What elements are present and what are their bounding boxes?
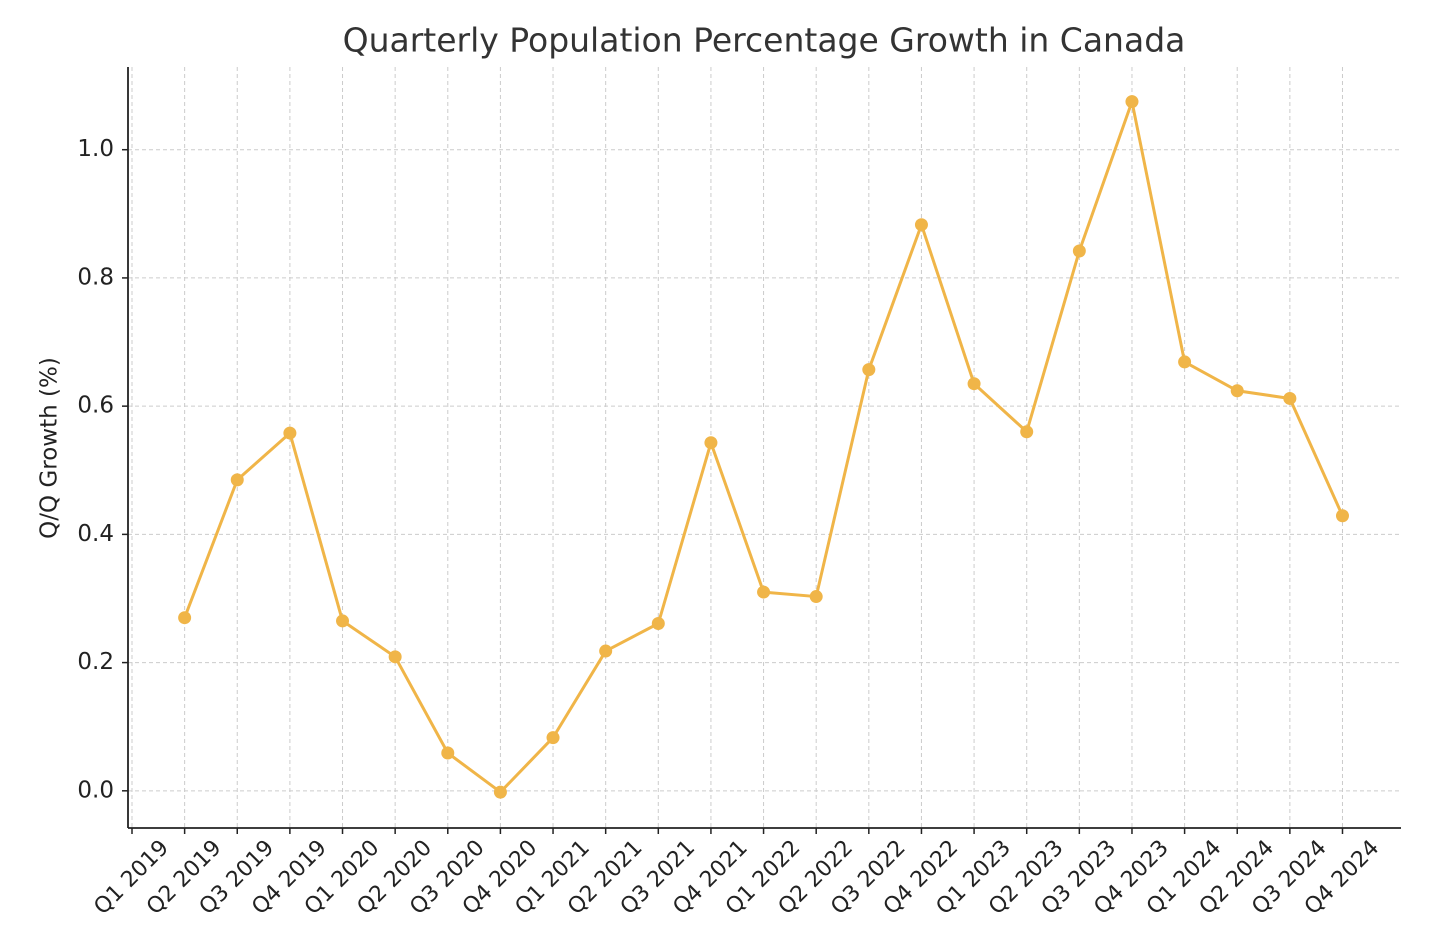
y-tick-label: 0.6 <box>77 393 114 419</box>
point <box>1072 244 1086 258</box>
point <box>967 377 981 391</box>
point <box>757 585 771 599</box>
y-tick-label: 0.0 <box>77 777 114 803</box>
point <box>862 363 876 377</box>
point <box>914 218 928 232</box>
point <box>704 436 718 450</box>
point <box>1125 95 1139 109</box>
y-tick-label: 0.8 <box>77 264 114 290</box>
point <box>1283 391 1297 405</box>
point <box>599 644 613 658</box>
chart-title: Quarterly Population Percentage Growth i… <box>343 21 1186 60</box>
y-tick-label: 0.2 <box>77 649 114 675</box>
point <box>546 731 560 745</box>
y-tick-label: 0.4 <box>77 521 114 547</box>
point <box>1020 425 1034 439</box>
point <box>283 426 297 440</box>
point <box>651 616 665 630</box>
point <box>1335 509 1349 523</box>
y-axis-label: Q/Q Growth (%) <box>37 357 63 539</box>
point <box>178 611 192 625</box>
point <box>230 473 244 487</box>
point <box>493 785 507 799</box>
point <box>1230 384 1244 398</box>
point <box>809 590 823 604</box>
point <box>1178 355 1192 369</box>
point <box>336 614 350 628</box>
point <box>388 650 402 664</box>
point <box>441 746 455 760</box>
y-tick-label: 1.0 <box>77 136 114 162</box>
